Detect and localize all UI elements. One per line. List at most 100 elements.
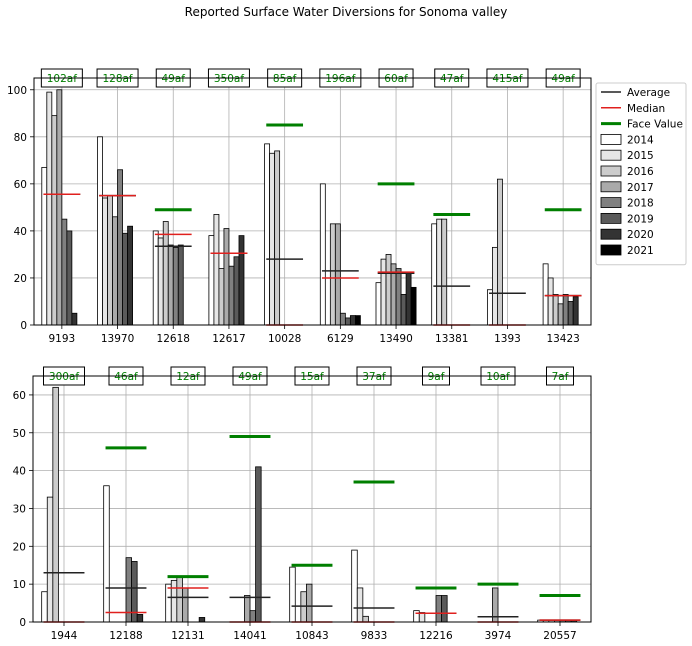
x-tick-label: 12618 bbox=[157, 333, 190, 345]
legend-swatch bbox=[600, 228, 622, 240]
bar-9833-2015 bbox=[356, 587, 364, 623]
bar-13490-2015 bbox=[380, 258, 387, 326]
bar-12617-2017 bbox=[223, 228, 230, 326]
legend-label: Median bbox=[627, 103, 665, 115]
bar-12131-2020 bbox=[198, 617, 206, 623]
bar-14041-2017 bbox=[244, 595, 251, 623]
bar-1393-2015 bbox=[492, 246, 498, 326]
face-value-label: 60af bbox=[384, 73, 408, 85]
bar-1944-2015 bbox=[46, 496, 54, 623]
face-value-label: 85af bbox=[273, 73, 297, 85]
bar-14041-2019 bbox=[255, 466, 262, 623]
bar-1393-2014 bbox=[486, 289, 493, 326]
bar-6129-2014 bbox=[319, 183, 326, 326]
bar-12618-2019 bbox=[177, 244, 184, 326]
face-value-label: 102af bbox=[47, 73, 77, 85]
bar-13490-2019 bbox=[400, 294, 407, 326]
face-value-label: 37af bbox=[362, 371, 386, 383]
bar-13490-2016 bbox=[385, 254, 392, 326]
face-value-label: 12af bbox=[176, 371, 200, 383]
x-tick-label: 9833 bbox=[361, 630, 388, 642]
bar-13490-2018 bbox=[395, 268, 402, 326]
bar-9193-2015 bbox=[46, 91, 53, 326]
bar-13381-2015 bbox=[436, 218, 443, 326]
x-tick-label: 6129 bbox=[327, 333, 354, 345]
legend-label: Average bbox=[627, 87, 670, 99]
bar-13490-2021 bbox=[410, 286, 417, 326]
bar-12618-2016 bbox=[162, 221, 169, 326]
bar-12618-2014 bbox=[152, 230, 159, 326]
bar-13381-2016 bbox=[441, 218, 448, 326]
bar-13970-2020 bbox=[127, 225, 133, 326]
bar-13423-2020 bbox=[572, 296, 579, 326]
x-tick-label: 12617 bbox=[212, 333, 245, 345]
bar-12617-2020 bbox=[238, 235, 245, 326]
legend-swatch bbox=[600, 244, 622, 256]
x-tick-label: 14041 bbox=[233, 630, 266, 642]
legend-item: 2020 bbox=[600, 228, 654, 241]
bar-6129-2016 bbox=[329, 223, 336, 326]
bar-9833-2016 bbox=[362, 615, 369, 623]
bar-12618-2018 bbox=[172, 246, 179, 326]
x-tick-label: 1393 bbox=[494, 333, 521, 345]
legend-label: Face Value bbox=[627, 119, 683, 131]
y-tick-label: 40 bbox=[14, 226, 27, 238]
x-tick-label: 13970 bbox=[101, 333, 134, 345]
bar-12617-2019 bbox=[233, 256, 240, 326]
bar-12216-2014 bbox=[413, 610, 420, 623]
x-tick-label: 13490 bbox=[379, 333, 412, 345]
bar-13970-2014 bbox=[97, 136, 103, 326]
axes-frame bbox=[32, 375, 592, 623]
legend-item: Median bbox=[601, 103, 665, 115]
face-value-label: 49af bbox=[162, 73, 186, 85]
face-value-label: 9af bbox=[428, 371, 445, 383]
x-tick-label: 13381 bbox=[435, 333, 468, 345]
bar-12131-2017 bbox=[182, 587, 189, 623]
chart-panel-2: 300af 1944 46af 12188 12af 12131 49af 14041 15af… bbox=[13, 366, 592, 642]
legend-label: 2018 bbox=[627, 198, 654, 210]
face-value-label: 7af bbox=[552, 371, 569, 383]
bar-12216-2018 bbox=[435, 595, 442, 623]
bar-12617-2018 bbox=[228, 265, 235, 326]
y-tick-label: 60 bbox=[13, 390, 26, 402]
figure-title: Reported Surface Water Diversions for So… bbox=[184, 5, 508, 19]
legend-item: Face Value bbox=[601, 119, 683, 131]
x-tick-label: 1944 bbox=[51, 630, 78, 642]
bar-9193-2018 bbox=[61, 218, 68, 326]
x-tick-label: 10843 bbox=[295, 630, 328, 642]
bar-10843-2017 bbox=[306, 583, 313, 623]
legend-item: 2015 bbox=[600, 149, 654, 162]
bar-12617-2015 bbox=[213, 214, 220, 326]
bar-9193-2020 bbox=[71, 312, 78, 326]
bar-12188-2014 bbox=[103, 485, 110, 623]
chart-panel-1: 102af 9193 128af 13970 49af 12618 350af 12617 85… bbox=[7, 68, 592, 345]
legend-item: 2014 bbox=[600, 133, 654, 146]
legend-item: 2019 bbox=[600, 212, 654, 225]
bar-14041-2018 bbox=[249, 610, 256, 623]
face-value-label: 196af bbox=[325, 73, 355, 85]
face-value-label: 300af bbox=[49, 371, 79, 383]
bar-13423-2017 bbox=[557, 303, 564, 326]
legend-item: 2021 bbox=[600, 244, 654, 257]
x-tick-label: 12216 bbox=[419, 630, 453, 642]
legend-swatch bbox=[600, 212, 622, 224]
bar-13423-2018 bbox=[562, 294, 569, 326]
y-tick-label: 80 bbox=[14, 132, 27, 144]
bar-9193-2017 bbox=[56, 89, 63, 326]
bar-12131-2014 bbox=[165, 583, 172, 623]
bar-12617-2016 bbox=[218, 268, 225, 326]
bar-10843-2014 bbox=[289, 566, 296, 623]
y-tick-label: 60 bbox=[14, 179, 27, 191]
y-tick-label: 40 bbox=[13, 466, 26, 478]
y-tick-label: 50 bbox=[13, 428, 26, 440]
bar-9193-2016 bbox=[51, 115, 58, 326]
bar-13490-2020 bbox=[405, 272, 412, 326]
face-value-label: 10af bbox=[486, 371, 510, 383]
bar-12617-2014 bbox=[208, 235, 215, 326]
bar-12618-2015 bbox=[157, 237, 164, 326]
legend-swatch bbox=[600, 133, 622, 145]
bar-12618-2017 bbox=[167, 244, 174, 326]
face-value-label: 350af bbox=[214, 73, 244, 85]
y-tick-label: 30 bbox=[13, 503, 26, 515]
face-value-label: 46af bbox=[114, 371, 138, 383]
